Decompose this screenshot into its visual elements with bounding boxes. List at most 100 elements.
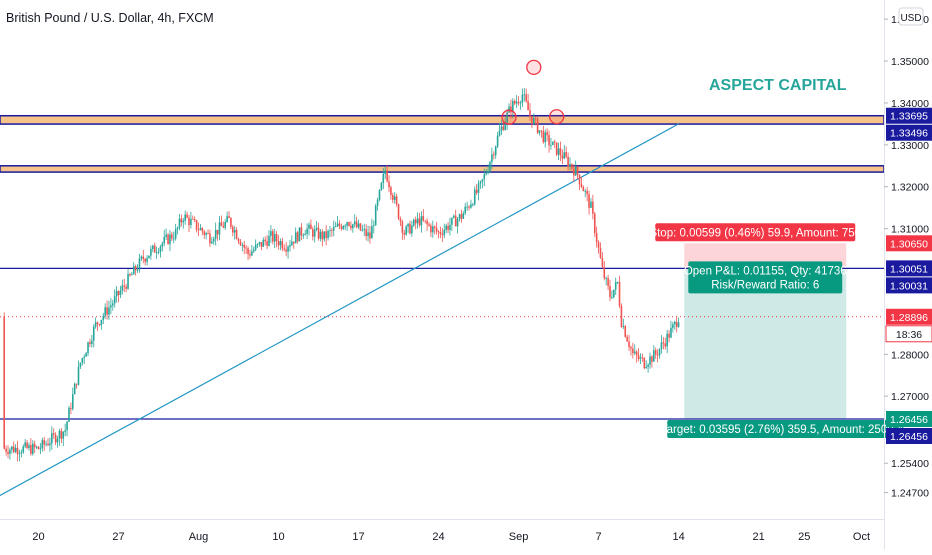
candle <box>300 223 303 241</box>
candle <box>332 220 335 237</box>
x-tick-label: Sep <box>509 531 529 543</box>
price-axis[interactable]: 1.24700 1.25400 1.27000 1.28000 1.31000 1.320… <box>884 14 932 500</box>
candle <box>574 160 577 177</box>
y-tick: 1.25400 <box>884 458 929 470</box>
currency-badge[interactable]: USD <box>898 7 924 26</box>
candle <box>197 222 200 237</box>
candle <box>525 88 527 103</box>
candle <box>214 222 217 246</box>
candle <box>384 166 387 180</box>
time-axis[interactable]: 20 27 Aug 10 17 24 Sep 7 14 21 25 Oct <box>32 531 870 543</box>
candle <box>344 223 347 230</box>
candle <box>567 152 569 171</box>
candle <box>178 214 181 231</box>
candle <box>456 217 459 234</box>
candle <box>346 221 348 232</box>
candle <box>365 224 367 241</box>
candle <box>506 108 508 130</box>
candle <box>348 221 350 227</box>
candle <box>464 203 467 216</box>
candle <box>254 239 257 252</box>
pnl-label[interactable]: Open P&L: 0.01155, Qty: 41736 Risk/Reward… <box>684 261 847 294</box>
candle <box>169 230 171 252</box>
candle <box>37 445 40 450</box>
candle <box>237 237 240 244</box>
candle <box>359 222 362 232</box>
candle <box>310 219 312 230</box>
candle <box>479 180 482 189</box>
candle <box>260 242 263 251</box>
candle <box>371 218 373 239</box>
candle <box>563 144 566 160</box>
candle <box>110 298 112 315</box>
candle <box>20 449 23 458</box>
candle <box>152 244 154 253</box>
candle <box>81 357 84 366</box>
candle <box>553 139 556 149</box>
candle <box>134 264 137 276</box>
price-tag: 1.30650 <box>886 235 932 252</box>
candle <box>235 227 238 240</box>
candle <box>382 167 385 190</box>
candle <box>533 113 535 126</box>
resistance-zone-lower <box>0 165 885 173</box>
candle <box>350 221 352 231</box>
candle <box>292 241 295 249</box>
candle <box>452 214 455 219</box>
candle <box>277 235 280 250</box>
candle <box>376 197 379 211</box>
candle <box>491 147 493 170</box>
candle <box>531 115 533 129</box>
candle <box>340 223 343 231</box>
candle <box>111 299 114 311</box>
candle <box>45 440 47 447</box>
candle <box>12 441 15 454</box>
candle <box>224 219 226 230</box>
candle <box>218 216 221 241</box>
candle <box>58 428 61 446</box>
candle <box>222 221 225 229</box>
candle <box>294 227 297 244</box>
candle <box>414 216 417 230</box>
candle <box>161 241 164 252</box>
candle <box>433 225 436 235</box>
candle <box>313 225 316 243</box>
candle <box>513 99 516 106</box>
price-tag-label: 1.33695 <box>890 111 928 123</box>
candle <box>388 175 390 193</box>
candle <box>363 223 366 237</box>
candle <box>443 223 446 239</box>
candle <box>555 142 558 157</box>
stop-label[interactable]: Stop: 0.00599 (0.46%) 59.9, Amount: 750 <box>649 223 861 242</box>
candle <box>296 230 299 244</box>
candle <box>517 96 520 106</box>
candle <box>573 164 575 182</box>
candle <box>653 345 655 362</box>
candle <box>454 209 457 227</box>
x-tick-label: 20 <box>32 531 44 543</box>
candles-layer <box>3 87 680 462</box>
markers-layer <box>501 59 565 125</box>
price-tag: 1.30051 <box>886 260 932 277</box>
candle <box>212 236 215 245</box>
candle <box>148 255 150 259</box>
candle <box>150 245 152 260</box>
candle <box>272 228 274 245</box>
candle <box>624 324 627 338</box>
target-label[interactable]: Target: 0.03595 (2.76%) 359.5, Amount: 2… <box>661 419 910 438</box>
candle <box>496 131 499 149</box>
candle <box>546 128 548 142</box>
candle <box>601 252 604 269</box>
candle <box>510 99 512 119</box>
candle <box>334 221 337 228</box>
candle <box>361 224 364 232</box>
candle <box>289 239 291 252</box>
candle <box>672 321 674 333</box>
candle <box>119 285 122 298</box>
candle <box>247 246 249 261</box>
candle <box>60 428 63 444</box>
price-tag: 1.26456 <box>886 410 932 427</box>
candle <box>462 211 465 220</box>
